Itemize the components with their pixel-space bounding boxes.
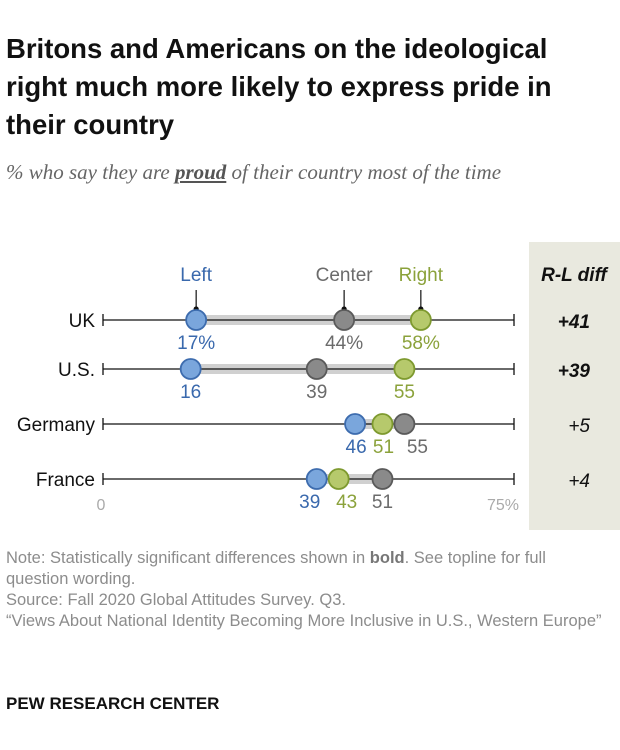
source-text: Source: Fall 2020 Global Attitudes Surve…: [6, 591, 346, 609]
dot-right: [409, 309, 432, 331]
subtitle-emphasis: proud: [174, 160, 227, 184]
x-tick-label: 75%: [487, 497, 519, 514]
data-label-right: 43: [336, 492, 357, 513]
chart-subtitle: % who say they are proud of their countr…: [6, 158, 606, 187]
dot-left: [179, 358, 202, 380]
dot-left: [305, 468, 328, 490]
chart-title: Britons and Americans on the ideological…: [6, 33, 552, 140]
category-label: U.S.: [58, 360, 95, 381]
diff-value: +39: [558, 361, 591, 382]
dot-center: [393, 413, 416, 435]
data-label-right: 55: [394, 382, 415, 403]
notes: Note: Statistically significant differen…: [6, 548, 606, 632]
dot-center: [333, 309, 356, 331]
report-title: “Views About National Identity Becoming …: [6, 612, 602, 630]
category-label: France: [36, 470, 95, 491]
x-tick-label: 0: [97, 497, 106, 514]
legend-center: Center: [316, 265, 374, 286]
dot-right: [393, 358, 416, 380]
category-label: UK: [69, 311, 96, 332]
data-label-right: 58%: [402, 333, 440, 354]
data-label-center: 39: [306, 382, 327, 403]
data-label-left: 16: [180, 382, 201, 403]
data-label-center: 51: [372, 492, 393, 513]
data-label-center: 55: [407, 437, 428, 458]
subtitle-pre: % who say they are: [6, 160, 175, 184]
legend-right: Right: [399, 265, 444, 286]
subtitle-post: of their country most of the time: [226, 160, 502, 184]
brand-logo-text: PEW RESEARCH CENTER: [6, 694, 220, 713]
data-label-center: 44%: [325, 333, 363, 354]
data-label-right: 51: [373, 437, 394, 458]
diff-panel: [529, 242, 620, 530]
diff-header: R-L diff: [541, 265, 608, 286]
legend-left: Left: [180, 265, 212, 286]
data-label-left: 39: [299, 492, 320, 513]
data-label-left: 46: [346, 437, 367, 458]
dot-left: [344, 413, 366, 435]
dot-right: [371, 413, 394, 435]
dot-right: [327, 468, 350, 490]
diff-value: +5: [568, 416, 590, 437]
dot-left: [185, 309, 208, 331]
dot-center: [371, 468, 394, 490]
category-label: Germany: [17, 415, 96, 436]
diff-value: +41: [558, 312, 590, 333]
diff-value: +4: [568, 471, 590, 492]
data-label-left: 17%: [177, 333, 215, 354]
note-text: Note: Statistically significant differen…: [6, 549, 546, 588]
dot-plot: R-L diff Left Center Right UK 17% 44% 58% +41 U.S…: [17, 242, 620, 530]
dot-center: [305, 358, 328, 380]
